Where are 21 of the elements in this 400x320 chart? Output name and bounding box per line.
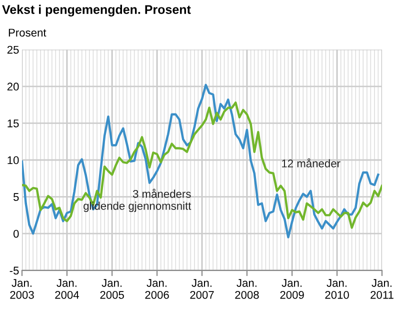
y-tick-label: 15 <box>8 120 19 128</box>
x-tick-label: Jan. 2003 <box>10 279 34 299</box>
series-label: 12 måneder <box>282 158 340 168</box>
x-tick-label: Jan. 2008 <box>235 279 259 299</box>
x-tick-label: Jan. 2007 <box>190 279 214 299</box>
y-tick-label: 10 <box>8 156 19 164</box>
x-tick-label: Jan. 2011 <box>370 279 394 299</box>
y-tick-label: -5 <box>10 266 19 275</box>
x-tick-label: Jan. 2006 <box>145 279 169 299</box>
line-series <box>22 101 382 229</box>
y-axis-title: Prosent <box>8 28 46 37</box>
y-tick-label: 20 <box>7 82 19 91</box>
y-tick-label: 25 <box>7 46 19 54</box>
y-tick-label: 5 <box>13 193 19 201</box>
line-series <box>22 84 380 238</box>
x-tick-label: Jan. 2009 <box>280 279 304 299</box>
y-tick-label: 0 <box>13 230 19 238</box>
x-tick-label: Jan. 2005 <box>100 279 124 299</box>
x-tick-label: Jan. 2010 <box>325 279 349 299</box>
chart-title: Vekst i pengemengden. Prosent <box>2 4 191 17</box>
x-tick-label: Jan. 2004 <box>55 279 80 299</box>
